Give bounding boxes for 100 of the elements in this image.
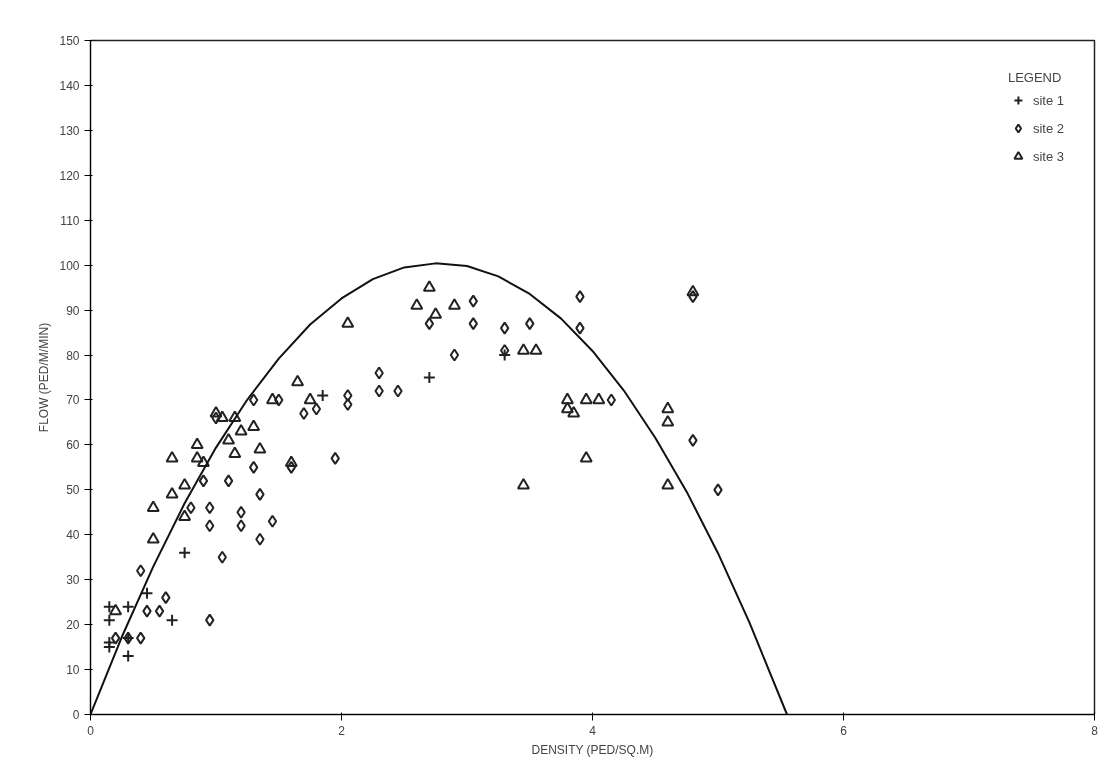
point (374, 366, 384, 380)
point (223, 474, 234, 488)
point (255, 532, 265, 546)
y-tick-label: 90 (66, 303, 80, 318)
point (154, 604, 165, 618)
point (468, 317, 478, 331)
point (236, 519, 246, 533)
point (341, 316, 355, 328)
point (190, 451, 204, 463)
point (121, 649, 135, 663)
point (136, 631, 146, 645)
point (291, 374, 305, 387)
y-tick-label: 30 (66, 573, 80, 588)
point (178, 477, 192, 490)
point (253, 442, 267, 454)
point (248, 393, 259, 407)
point (102, 600, 116, 614)
y-tick-label: 80 (66, 348, 80, 363)
point (142, 604, 152, 618)
legend-title: LEGEND (1007, 70, 1063, 85)
x-tick-label: 4 (589, 723, 597, 738)
point (447, 298, 461, 310)
point (592, 392, 606, 405)
point (217, 550, 227, 564)
y-tick-label: 20 (66, 618, 80, 633)
point (393, 384, 403, 398)
point (198, 474, 209, 488)
y-tick-label: 40 (66, 528, 80, 543)
legend-label: site 2 (1032, 120, 1064, 136)
point (236, 505, 246, 519)
y-tick-label: 130 (59, 123, 80, 138)
y-axis-title: FLOW (PED/M/MIN) (37, 322, 52, 433)
y-tick-label: 140 (59, 78, 80, 93)
point (215, 410, 229, 423)
point (286, 460, 296, 474)
point (374, 384, 384, 398)
point (267, 514, 278, 528)
point (516, 477, 530, 490)
point (109, 603, 123, 616)
point (575, 290, 585, 304)
point (575, 321, 585, 335)
point (499, 344, 510, 358)
point (422, 280, 436, 292)
point (247, 419, 261, 432)
point (161, 591, 171, 605)
point (165, 486, 179, 499)
point (343, 397, 353, 411)
point (140, 586, 154, 600)
point (146, 531, 160, 544)
point (234, 424, 248, 436)
point (661, 401, 675, 414)
point (661, 415, 675, 427)
point (248, 460, 259, 474)
point (410, 298, 424, 310)
point (178, 509, 192, 521)
point (121, 600, 135, 614)
point (102, 613, 116, 627)
point (316, 388, 330, 402)
point (265, 392, 279, 405)
point (661, 477, 675, 490)
point (606, 393, 616, 407)
point (209, 406, 223, 418)
x-tick-label: 6 (840, 723, 848, 738)
point (228, 446, 242, 459)
point (560, 392, 574, 405)
point (303, 392, 317, 405)
point (110, 631, 121, 645)
point (196, 455, 210, 468)
point (186, 501, 196, 515)
point (499, 321, 510, 335)
point (449, 348, 460, 362)
point (560, 401, 574, 414)
x-tick-label: 8 (1091, 723, 1099, 738)
point (222, 433, 236, 445)
x-tick-label: 2 (338, 723, 346, 738)
point (343, 388, 353, 402)
y-tick-label: 60 (66, 438, 80, 453)
y-tick-label: 70 (66, 393, 80, 408)
point (330, 451, 340, 465)
legend-label: site 1 (1032, 92, 1064, 108)
point (228, 410, 242, 423)
point (688, 433, 698, 447)
point (311, 402, 322, 416)
y-tick-label: 50 (66, 483, 80, 498)
point (255, 487, 265, 501)
point (424, 317, 435, 331)
point (205, 613, 215, 627)
y-tick-label: 110 (60, 213, 80, 228)
point (178, 546, 192, 560)
point (713, 483, 723, 497)
point (516, 343, 530, 355)
legend-label: site 3 (1032, 148, 1064, 164)
x-axis-title: DENSITY (PED/SQ.M) (531, 742, 654, 757)
point (567, 406, 581, 418)
point (429, 307, 443, 319)
point (468, 294, 478, 308)
y-tick-label: 10 (66, 663, 80, 678)
point (299, 406, 309, 420)
point (498, 348, 512, 362)
point (205, 519, 215, 533)
